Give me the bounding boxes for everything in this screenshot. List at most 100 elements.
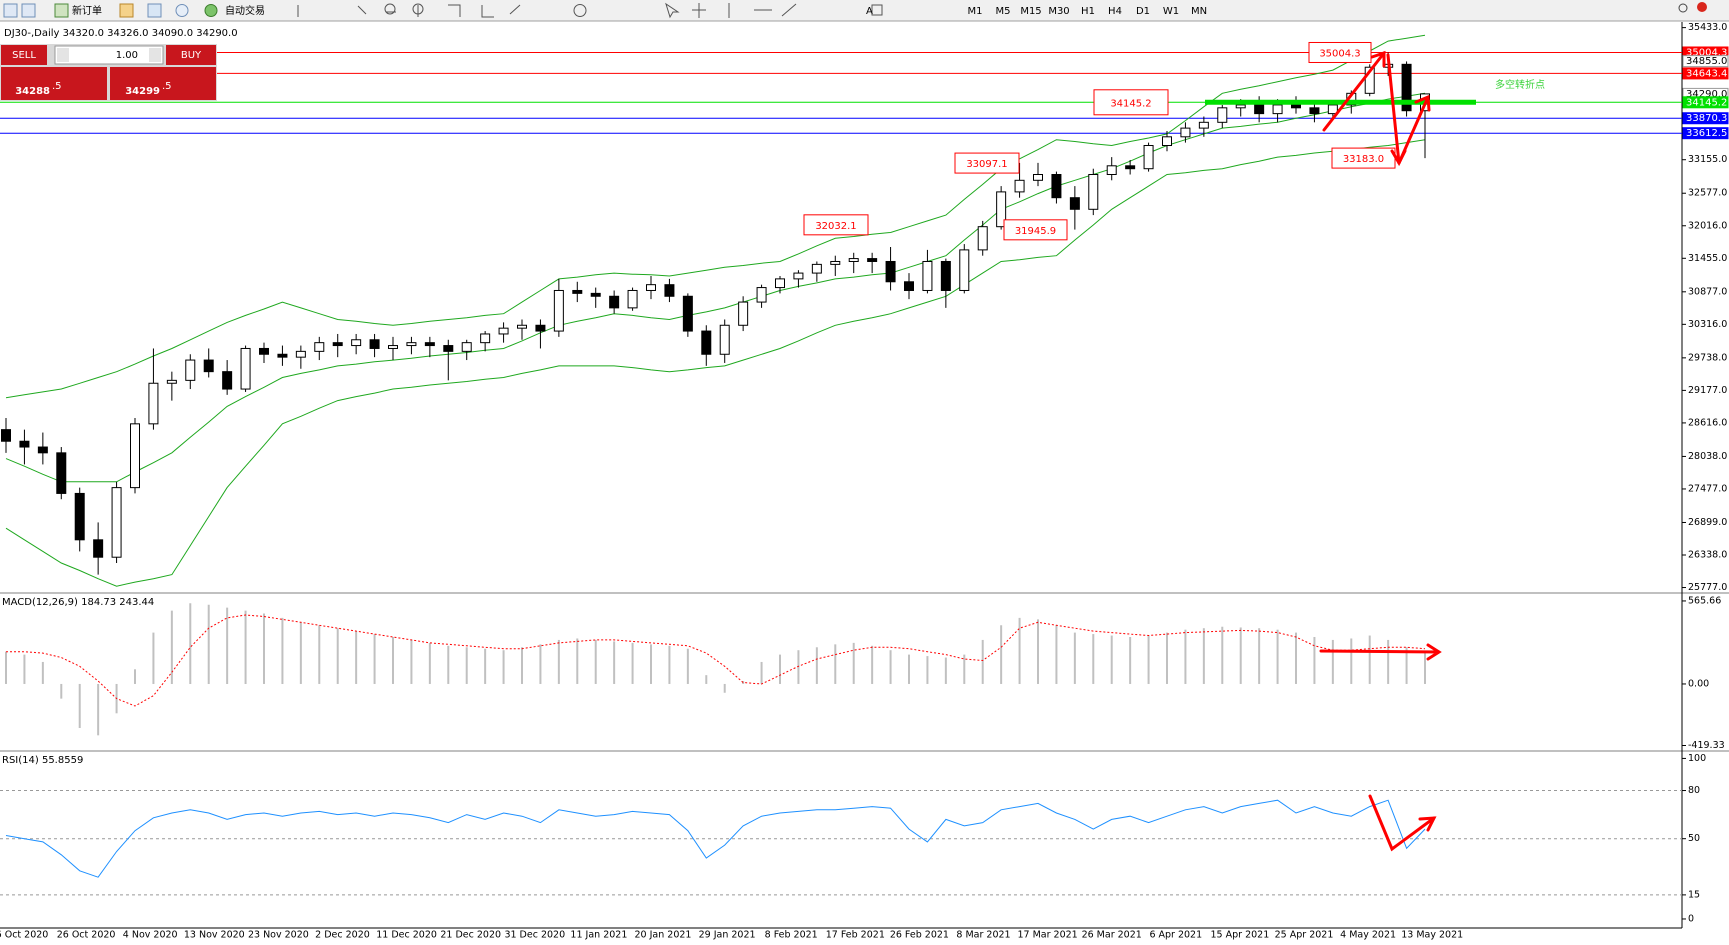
candle-body — [1327, 104, 1338, 115]
candle-body — [609, 295, 620, 309]
price-label-box — [1682, 67, 1729, 80]
sell-button[interactable] — [1, 45, 47, 65]
candle-body — [277, 353, 288, 358]
x-tick-label: 6 Apr 2021 — [1149, 930, 1202, 941]
annotation-note: 多空转折点 — [1495, 78, 1545, 91]
candle-body — [1235, 104, 1246, 109]
toolbar-icon[interactable] — [119, 3, 134, 18]
candle-body — [553, 289, 564, 332]
annotation-label: 31945.9 — [1015, 226, 1056, 237]
y-tick-label: 565.66 — [1688, 595, 1721, 606]
candle-body — [19, 440, 30, 448]
lot-input[interactable] — [54, 45, 164, 65]
lot-value[interactable]: 1.00 — [116, 50, 138, 61]
x-tick-label: 2 Dec 2020 — [315, 930, 370, 941]
zoom-icon[interactable] — [412, 3, 424, 15]
y-tick-label: 15 — [1688, 889, 1700, 900]
candle-body — [203, 359, 214, 373]
y-tick-label: 35433.0 — [1688, 22, 1727, 33]
candle-body — [461, 342, 472, 352]
timeframe-button[interactable]: H4 — [1108, 6, 1122, 17]
y-tick-label: 30877.0 — [1688, 286, 1727, 297]
panel-title: MACD(12,26,9) 184.73 243.44 — [2, 597, 154, 608]
buy-price-box[interactable] — [110, 67, 216, 100]
candle-body — [295, 350, 306, 358]
candle-body — [517, 324, 527, 329]
timeframe-button[interactable]: D1 — [1136, 6, 1150, 17]
candle-body — [1198, 121, 1209, 129]
search-icon[interactable] — [1678, 3, 1688, 13]
candle-body — [904, 281, 914, 291]
x-tick-label: 17 Mar 2021 — [1017, 930, 1077, 941]
candle-body — [867, 258, 878, 262]
y-tick-label: 28616.0 — [1688, 417, 1727, 428]
annotation-box — [1093, 89, 1169, 116]
toolbar-icon[interactable] — [3, 3, 18, 18]
buy-button[interactable] — [166, 45, 216, 65]
candle-body — [996, 191, 1007, 228]
x-tick-label: 20 Jan 2021 — [635, 930, 692, 941]
candle-body — [74, 492, 85, 541]
candle-body — [314, 342, 325, 352]
alert-badge[interactable] — [1697, 2, 1707, 12]
new-order[interactable]: 新订单 — [72, 4, 102, 17]
candle-body — [627, 289, 638, 309]
toolbar-tools[interactable] — [297, 2, 883, 19]
arrow — [1322, 50, 1386, 132]
lot-down[interactable] — [57, 48, 69, 62]
timeframe-button[interactable]: M30 — [1048, 6, 1069, 17]
toolbar-icon[interactable] — [147, 3, 162, 18]
price-label: 34290.0 — [1686, 89, 1727, 100]
timeframe-button[interactable]: MN — [1191, 6, 1207, 17]
arrow — [1319, 643, 1442, 661]
text-tool[interactable]: A — [866, 6, 873, 17]
lot-up[interactable] — [149, 48, 161, 62]
candle-body — [332, 342, 343, 347]
trade-panel: SELL 1.00 BUY 34288 .5 34299 .5 — [0, 44, 217, 101]
y-tick-label: 50 — [1688, 833, 1700, 844]
toolbar-icon[interactable] — [204, 4, 218, 17]
timeframe-button[interactable]: M5 — [996, 6, 1011, 17]
candle-body — [940, 260, 951, 291]
draw-tools[interactable] — [665, 2, 883, 19]
x-tick-label: 4 May 2021 — [1340, 930, 1396, 941]
annotation-label: 34145.2 — [1110, 98, 1151, 109]
tool-glyphs[interactable] — [297, 4, 521, 18]
candle-body — [1125, 165, 1136, 170]
x-tick-label: 11 Dec 2020 — [376, 930, 437, 941]
y-tick-label: 30316.0 — [1688, 319, 1727, 330]
candle-body — [590, 292, 601, 297]
candle-body — [424, 342, 435, 347]
candle-body — [682, 295, 693, 332]
x-tick-label: 31 Dec 2020 — [504, 930, 565, 941]
timeframe-button[interactable]: W1 — [1163, 6, 1179, 17]
candle-body — [498, 327, 509, 335]
toolbar-icon[interactable] — [175, 4, 189, 17]
clock-icon[interactable] — [573, 4, 587, 17]
x-tick-label: 26 Feb 2021 — [890, 930, 949, 941]
x-tick-label: 6 Oct 2020 — [0, 930, 48, 941]
x-tick-label: 26 Mar 2021 — [1082, 930, 1142, 941]
y-tick-label: 0 — [1688, 913, 1694, 924]
toolbar-icon[interactable] — [54, 3, 69, 18]
timeframe-button[interactable]: M1 — [968, 6, 983, 17]
sell-pip: .5 — [52, 81, 62, 92]
price-label-box — [1682, 55, 1729, 68]
annotation-label: 33097.1 — [966, 159, 1007, 170]
y-tick-label: 33155.0 — [1688, 154, 1727, 165]
zoom-icon[interactable] — [384, 3, 396, 15]
timeframe-button[interactable]: M15 — [1020, 6, 1041, 17]
candle-body — [1180, 127, 1191, 138]
x-tick-label: 15 Apr 2021 — [1211, 930, 1270, 941]
panel-title: RSI(14) 55.8559 — [2, 755, 83, 766]
sell-label[interactable]: SELL — [12, 50, 36, 61]
y-tick-label: 25777.0 — [1688, 582, 1727, 593]
buy-label[interactable]: BUY — [181, 50, 202, 61]
candle-body — [93, 539, 104, 558]
auto-trading[interactable]: 自动交易 — [225, 4, 265, 17]
candle-body — [259, 347, 269, 355]
y-tick-label: 26338.0 — [1688, 550, 1727, 561]
toolbar-icon[interactable] — [21, 3, 36, 18]
sell-price-box[interactable] — [1, 67, 107, 100]
timeframe-button[interactable]: H1 — [1081, 6, 1095, 17]
